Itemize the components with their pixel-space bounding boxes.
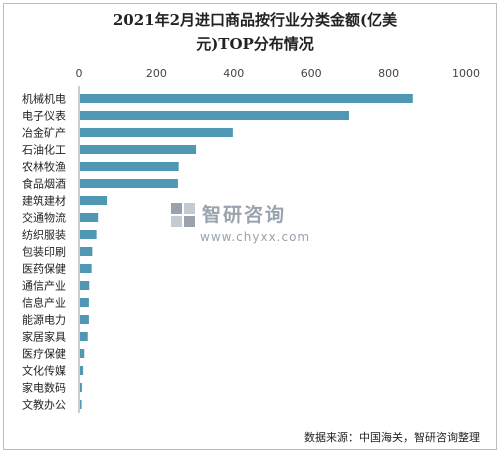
category-label: 文教办公	[22, 398, 66, 412]
x-tick-label: 600	[301, 67, 322, 80]
category-label: 医药保健	[22, 262, 66, 276]
x-tick-label: 200	[146, 67, 167, 80]
category-label: 能源电力	[22, 313, 66, 327]
category-label: 信息产业	[22, 296, 66, 310]
watermark-name: 智研咨询	[202, 204, 287, 226]
category-label: 机械机电	[22, 92, 66, 106]
bar	[80, 94, 413, 103]
bar	[80, 315, 89, 324]
category-label: 农林牧渔	[22, 160, 66, 174]
category-label: 建筑建材	[22, 194, 66, 208]
category-label: 文化传媒	[22, 364, 66, 378]
bar	[80, 332, 88, 341]
bar	[80, 111, 349, 120]
category-label: 包装印刷	[22, 246, 66, 259]
watermark-logo-icon	[171, 203, 195, 227]
watermark: 智研咨询 www.chyxx.com	[170, 200, 330, 250]
bar	[80, 298, 89, 307]
chart-title: 2021年2月进口商品按行业分类金额(亿美 元)TOP分布情况	[20, 8, 490, 56]
category-label: 通信产业	[22, 279, 66, 293]
x-tick-label: 0	[76, 67, 83, 80]
bar	[80, 247, 93, 256]
bar	[80, 213, 99, 222]
bar	[80, 230, 97, 239]
bar	[80, 383, 82, 392]
category-label: 冶金矿产	[22, 126, 66, 140]
bar	[80, 400, 82, 409]
bar	[80, 145, 197, 154]
category-label: 食品烟酒	[22, 177, 66, 191]
x-tick-label: 400	[223, 67, 244, 80]
chart-title-line-1: 2021年2月进口商品按行业分类金额(亿美	[112, 11, 398, 29]
bar	[80, 196, 108, 205]
bar	[80, 349, 85, 358]
category-label: 电子仪表	[22, 109, 66, 123]
bar	[80, 179, 178, 188]
source-note: 数据来源：中国海关，智研咨询整理	[304, 431, 480, 444]
category-label: 石油化工	[22, 143, 66, 157]
chart-frame	[3, 3, 497, 450]
x-tick-label: 800	[378, 67, 399, 80]
bar	[80, 162, 179, 171]
bar	[80, 264, 92, 273]
category-label: 纺织服装	[22, 228, 66, 242]
bar	[80, 366, 84, 375]
category-label: 医疗保健	[22, 347, 66, 361]
category-label: 交通物流	[22, 211, 66, 225]
category-label: 家居家具	[22, 330, 66, 344]
watermark-url: www.chyxx.com	[200, 230, 311, 244]
bar	[80, 128, 233, 137]
x-tick-label: 1000	[452, 67, 480, 80]
chart-title-line-2: 元)TOP分布情况	[196, 35, 314, 53]
bar	[80, 281, 90, 290]
category-label: 家电数码	[22, 381, 66, 395]
